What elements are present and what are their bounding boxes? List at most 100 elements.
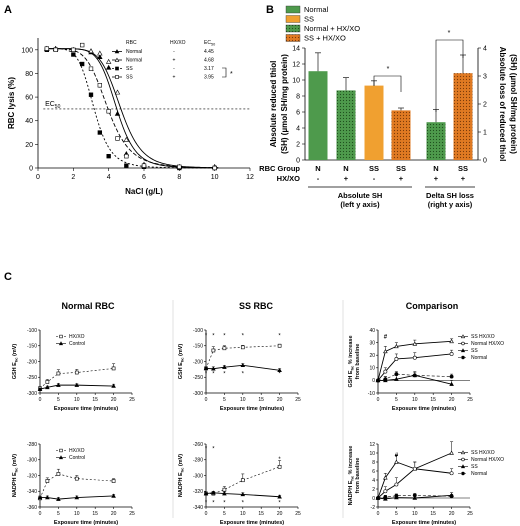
y-axis-title: GSH Ehc (mV): [12, 344, 19, 380]
x-tick-label: 0: [205, 397, 208, 403]
y-tick-label: -300: [193, 473, 203, 479]
data-point: [211, 366, 216, 371]
data-point: [394, 482, 399, 487]
y-tick-label: 10: [369, 451, 375, 457]
y-left-tick-label: 12: [292, 62, 300, 69]
data-point: [203, 491, 209, 496]
group-caption-1-line1: Absolute SH: [338, 191, 383, 200]
y-tick-label: 30: [369, 340, 375, 346]
x-tick-label: 20: [111, 511, 117, 517]
significance-star: *: [205, 371, 208, 377]
legend-marker: [59, 448, 63, 453]
subplot-c4: 0 5 10 15 20 25 -360 -340 -320 -300 -280 Exposure t…: [12, 442, 135, 526]
bar-group-label: N: [343, 164, 348, 173]
y-axis-title-sub: hc: [14, 357, 19, 362]
series-line-0: [377, 452, 452, 499]
x-tick-label: 5: [395, 511, 398, 517]
x-tick-label: 15: [92, 511, 98, 517]
legend-marker: [461, 341, 465, 346]
legend-ec50: 3.95: [204, 75, 214, 81]
data-point: [222, 346, 227, 351]
legend-marker: [115, 66, 119, 71]
legend-marker: [461, 471, 465, 476]
y-left-tick-label: 2: [296, 142, 300, 149]
significance-star-1: *: [387, 66, 390, 73]
significance-star: *: [223, 371, 226, 377]
significance-hash: #: [395, 453, 399, 459]
data-point: [37, 386, 43, 391]
data-point: [37, 495, 43, 500]
y-left-tick-label: 10: [292, 78, 300, 85]
x-tick-label: 0: [205, 511, 208, 517]
bar-hxxo-label: -: [317, 174, 320, 183]
bar-hxxo-label: +: [399, 174, 404, 183]
x-tick-label: 0: [377, 511, 380, 517]
y-left-tick-label: 6: [296, 110, 300, 117]
legend-hxxo: -: [173, 49, 175, 55]
x-tick-label: 5: [57, 511, 60, 517]
subplot-c2: 0 5 10 15 20 25 -300 -250 -200 -150 -100 Exposure t…: [178, 328, 301, 412]
data-point: [212, 165, 217, 171]
x-tick-label: 20: [449, 397, 455, 403]
data-point: [394, 343, 399, 349]
legend-hxxo: +: [173, 75, 176, 81]
legend-ec50: 4.45: [204, 49, 214, 55]
data-point: [277, 494, 282, 499]
significance-star-2: *: [448, 30, 451, 37]
y-tick-label: -150: [193, 344, 203, 350]
significance-star: *: [278, 334, 281, 340]
y-axis-title-line2: from baseline: [355, 344, 361, 380]
data-point: [383, 349, 388, 354]
subplot-c5: 0 5 10 15 20 25 -340 -320 -300 -280 -260 Exposure t…: [178, 442, 301, 526]
data-point: [44, 46, 50, 51]
data-point: [449, 374, 454, 379]
data-point: [383, 495, 388, 500]
y-tick-label: 40: [369, 328, 375, 334]
significance-star: *: [242, 500, 245, 506]
ec50-reference-label-sub: 50: [55, 104, 61, 110]
data-point: [211, 348, 216, 353]
ec50-reference-label: EC50: [45, 101, 61, 110]
y-left-title-line2: (SH) (µmol SH/mg protein): [280, 54, 289, 154]
x-tick-label: 15: [92, 397, 98, 403]
y-tick-label: -2: [371, 505, 376, 511]
y-axis-title-unit: (mV): [178, 454, 184, 468]
bar: [426, 122, 446, 160]
y-axis-title: RBC lysis (%): [7, 77, 16, 129]
y-tick-label: 40: [25, 118, 33, 125]
legend-marker: [58, 455, 64, 460]
data-point: [88, 66, 94, 71]
data-point: [53, 47, 58, 52]
panel-label-b: B: [266, 4, 274, 16]
data-point: [449, 381, 454, 386]
x-tick-label: 10: [412, 511, 418, 517]
x-tick-label: 15: [258, 511, 264, 517]
legend-label: SS HX/XO: [471, 450, 495, 456]
x-tick-label: 15: [430, 511, 436, 517]
y-tick-label: -150: [27, 344, 37, 350]
data-point: [394, 493, 399, 498]
x-tick-label: 0: [39, 511, 42, 517]
y-tick-label: -340: [193, 505, 203, 511]
subplot-c1: 0 5 10 15 20 25 -300 -250 -200 -150 -100 Exposure t…: [12, 328, 135, 412]
legend-label: Normal: [304, 5, 329, 14]
data-point: [88, 92, 94, 97]
y-tick-label: -280: [27, 442, 37, 448]
x-tick-label: 6: [142, 174, 146, 181]
legend-marker: [59, 334, 63, 339]
significance-star: *: [278, 371, 281, 377]
data-point: [376, 378, 380, 383]
y-tick-label: -360: [27, 505, 37, 511]
data-point: [74, 495, 80, 500]
y-tick-label: -280: [193, 458, 203, 464]
x-tick-label: 20: [277, 511, 283, 517]
data-point: [449, 338, 454, 344]
y-tick-label: -250: [27, 375, 37, 381]
legend-label: SS: [304, 15, 314, 24]
y-tick-label: 6: [372, 469, 375, 475]
x-tick-label: 10: [412, 397, 418, 403]
series-line-3: [377, 373, 452, 381]
column-title: Normal RBC: [61, 301, 115, 311]
legend-label: Normal HX/XO: [471, 341, 504, 347]
